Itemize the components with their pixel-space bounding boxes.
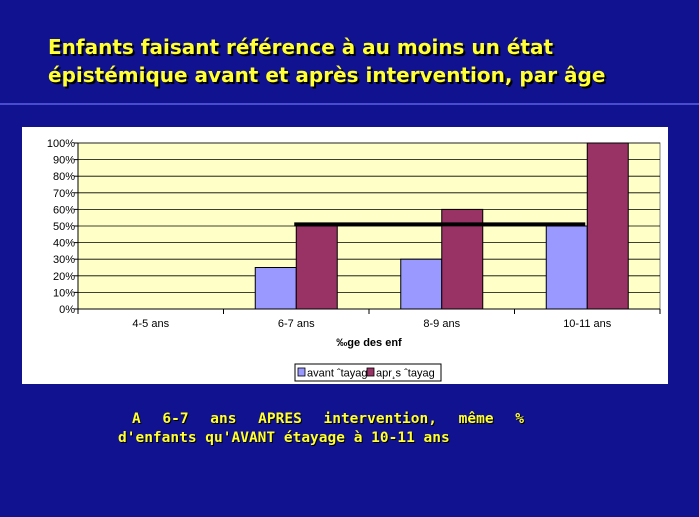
bar-avant (545, 225, 588, 310)
y-tick-label: 0% (59, 304, 75, 316)
slide-note: A 6-7 ans APRES intervention, même % d'e… (118, 410, 524, 448)
y-tick-label: 60% (53, 204, 75, 216)
title-divider (0, 103, 699, 105)
legend-swatch (297, 367, 306, 377)
bar-chart: 0% 10% 20% 30% 40% 50% 60% 70% 80% 90% 100% 4-5 ans… (47, 138, 661, 382)
y-tick-label: 80% (53, 171, 75, 183)
y-tick-label: 70% (53, 188, 75, 200)
slide-title-line1: Enfants faisant référence à au moins un … (48, 35, 554, 59)
y-tick-label: 30% (53, 254, 75, 266)
y-tick-label: 20% (53, 271, 75, 283)
chart-container: 0% 10% 20% 30% 40% 50% 60% 70% 80% 90% 100% 4-5 ans… (22, 127, 668, 384)
bar-apres (586, 142, 629, 310)
y-tick-label: 10% (53, 287, 75, 299)
legend-label: apr¸s ˆtayag (376, 368, 435, 380)
legend-swatch (366, 367, 375, 377)
y-tick-label: 90% (53, 155, 75, 167)
y-tick-label: 50% (53, 221, 75, 233)
bar-avant (254, 267, 297, 310)
x-tick-label: 10-11 ans (563, 318, 612, 330)
slide-note-line1: A 6-7 ans APRES intervention, même % (132, 411, 524, 427)
y-tick-label: 100% (47, 138, 75, 150)
x-tick-label: 8-9 ans (423, 318, 460, 330)
bar-apres (295, 225, 338, 310)
chart-legend: avant ˆtayag apr¸s ˆtayag (294, 363, 442, 382)
x-tick-label: 4-5 ans (132, 318, 169, 330)
x-axis-title: ‰ge des enf (336, 337, 402, 349)
slide-title-line2: épistémique avant et après intervention,… (48, 63, 606, 87)
legend-label: avant ˆtayag (307, 368, 368, 380)
slide-note-line2: d'enfants qu'AVANT étayage à 10-11 ans (118, 430, 450, 446)
x-tick-label: 6-7 ans (278, 318, 315, 330)
y-tick-label: 40% (53, 238, 75, 250)
bar-avant (400, 258, 443, 310)
slide-title: Enfants faisant référence à au moins un … (48, 33, 662, 89)
